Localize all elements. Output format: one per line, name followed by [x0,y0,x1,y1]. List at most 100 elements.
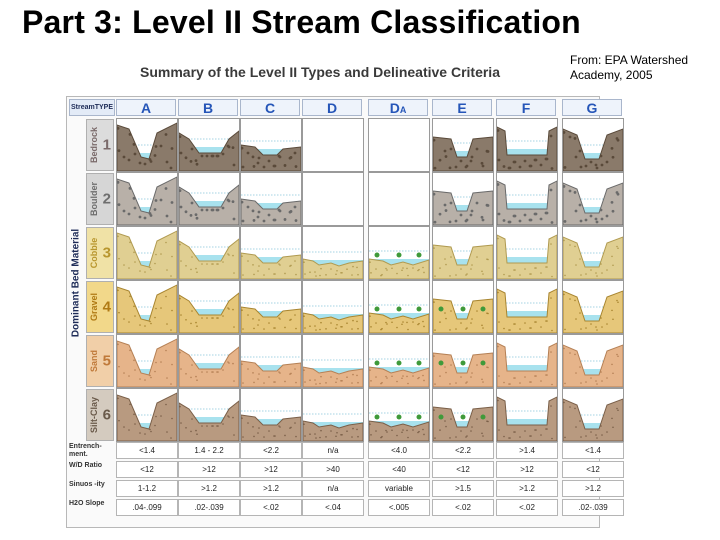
bed-texture [165,160,169,164]
bed-texture [273,218,277,222]
bed-texture [518,165,522,169]
stream-profile-cell [562,172,624,226]
bed-texture [385,375,387,378]
bed-texture [514,323,516,325]
stream-type-letter: D [389,99,400,116]
bed-texture [469,213,473,217]
vegetation [416,360,422,366]
bed-texture [160,361,162,363]
bed-texture [336,431,338,434]
stream-type-letter: C [264,99,276,116]
stream-profile-cell [240,226,302,280]
bed-texture [611,309,613,312]
empty-cell [302,118,364,172]
bed-texture [584,218,588,222]
bed-texture [295,435,297,438]
bed-texture [418,322,420,325]
bed-texture [550,243,552,245]
bed-texture [303,315,305,317]
criterion-value: <.02 [432,499,494,516]
bed-texture [475,147,479,151]
bed-texture [228,254,230,256]
bed-texture [612,264,614,267]
channel-bank [179,292,239,333]
bed-texture [336,269,338,272]
bed-texture [212,317,214,319]
bed-texture [569,244,571,246]
bed-texture [617,301,619,304]
bed-texture [579,258,581,260]
bed-texture [470,268,472,270]
bed-texture [601,326,603,328]
bed-texture [514,377,516,379]
bed-texture [444,258,446,260]
stream-profile-cell [302,226,364,280]
criterion-value: <.005 [368,499,430,516]
bed-texture [294,422,296,424]
bed-texture [601,272,603,274]
bed-texture [595,380,597,382]
bed-texture [580,382,582,384]
bed-texture [233,434,235,436]
bed-texture [513,214,517,218]
bed-texture [601,380,603,382]
bed-texture [422,320,424,323]
bed-texture [596,329,598,331]
bed-texture [503,327,505,330]
bed-texture [381,435,383,438]
bed-texture [545,211,549,215]
channel-bank [563,344,623,387]
source-citation: From: EPA Watershed Academy, 2005 [570,53,688,83]
bed-texture [412,267,414,269]
empty-cell [302,172,364,226]
bed-texture [465,218,469,222]
bed-texture [590,269,592,271]
vegetation [460,414,466,420]
channel-cross-section [433,352,493,387]
bed-texture [212,263,214,265]
stream-profile-cell [178,388,240,442]
bed-material-row-label: Silt-Clay 6 [86,389,114,441]
bed-texture [579,366,581,368]
bed-texture [481,164,485,168]
bed-texture [160,253,162,255]
bed-texture [155,307,157,310]
bed-texture [185,319,187,321]
bed-texture [530,273,532,275]
channel-cross-section [303,251,363,279]
bed-texture [278,425,280,427]
bed-texture [385,267,387,270]
bed-texture [159,198,163,202]
bed-texture [303,261,305,263]
bed-texture [386,431,388,433]
bed-texture [294,260,296,262]
bed-texture [129,349,131,352]
stream-type-header-f: F [496,99,556,116]
bed-texture [196,433,198,435]
bed-texture [611,255,613,258]
bed-texture [257,270,259,272]
bed-texture [330,322,332,324]
criterion-value: 1.4 - 2.2 [178,442,240,459]
bed-texture [242,328,244,330]
bed-texture [550,221,554,224]
channel-cross-section [303,413,363,441]
vegetation [416,414,422,420]
bed-texture [166,377,168,379]
bed-texture [574,155,578,159]
bed-texture [247,368,249,370]
bed-texture [127,212,131,216]
bed-texture [386,269,388,271]
bed-texture [369,261,371,263]
stream-profile-cell [432,334,494,388]
bed-texture [612,372,614,375]
bed-texture [164,133,168,136]
bed-texture [599,154,603,158]
bed-texture [295,381,297,384]
bed-texture [573,191,577,194]
stream-profile-cell [116,118,178,172]
bed-texture [128,429,130,431]
bed-texture [450,418,452,420]
bed-texture [290,426,292,429]
bed-texture [535,429,537,431]
